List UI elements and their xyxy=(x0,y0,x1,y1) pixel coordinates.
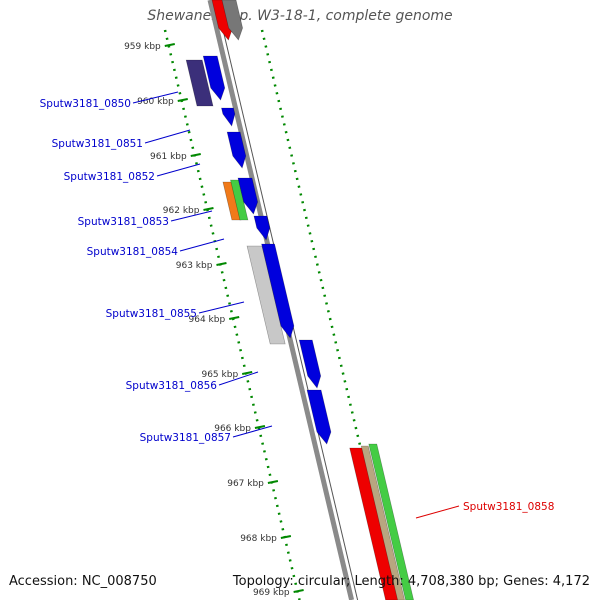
tick-label: 962 kbp xyxy=(163,206,200,216)
gene-label[interactable]: Sputw3181_0856 xyxy=(126,380,218,392)
tick-label: 964 kbp xyxy=(189,315,226,325)
cds-0856-gene[interactable] xyxy=(298,339,322,389)
top-grey-feature[interactable] xyxy=(221,0,243,41)
gene-label-leader-line xyxy=(132,91,179,104)
topology-text: Topology: circular; Length: 4,708,380 bp… xyxy=(232,574,590,589)
tick-mark xyxy=(280,535,292,539)
cds-0854-gene[interactable] xyxy=(253,215,271,241)
gene-label[interactable]: Sputw3181_0857 xyxy=(140,432,231,444)
gene-label[interactable]: Sputw3181_0858 xyxy=(463,501,554,513)
gene-label[interactable]: Sputw3181_0855 xyxy=(106,308,197,320)
gene-label-leader-line xyxy=(170,210,213,222)
tick-mark xyxy=(203,207,214,211)
tick-label: 968 kbp xyxy=(240,534,277,544)
tick-mark xyxy=(164,43,175,47)
tick-mark xyxy=(293,589,304,593)
gene-label-leader-line xyxy=(144,129,191,144)
cds-0855-gene[interactable] xyxy=(261,243,295,339)
tick-mark xyxy=(241,371,253,375)
gene-label[interactable]: Sputw3181_0852 xyxy=(64,171,155,183)
gene-label-leader-line xyxy=(232,425,273,438)
cds-0853-gene[interactable] xyxy=(237,177,258,215)
accession-text: Accession: NC_008750 xyxy=(9,574,157,589)
tick-mark xyxy=(267,480,279,484)
tick-mark xyxy=(229,316,240,320)
cds-grey-gene[interactable] xyxy=(246,245,286,345)
tick-mark xyxy=(190,153,201,157)
cds-0852-gene[interactable] xyxy=(226,131,247,169)
gene-label[interactable]: Sputw3181_0850 xyxy=(40,98,131,110)
cds-0850-gene[interactable] xyxy=(202,55,226,101)
tick-label: 966 kbp xyxy=(214,424,251,434)
gene-label[interactable]: Sputw3181_0854 xyxy=(87,246,179,258)
gene-label[interactable]: Sputw3181_0851 xyxy=(52,138,143,150)
tick-label: 969 kbp xyxy=(253,588,290,598)
cds-0857-gene[interactable] xyxy=(306,389,332,445)
gene-label-leader-line xyxy=(218,371,259,386)
tick-label: 961 kbp xyxy=(150,152,187,162)
tick-label: 960 kbp xyxy=(137,97,174,107)
gene-label-leader-line xyxy=(415,505,460,519)
rna-tan-feature[interactable] xyxy=(360,445,405,600)
gene-label-leader-line xyxy=(156,163,201,177)
gene-label-leader-line xyxy=(179,238,225,252)
rna-green-feature[interactable] xyxy=(368,443,414,600)
rna-red-feature[interactable] xyxy=(349,447,399,600)
cds-green-gene[interactable] xyxy=(230,179,249,221)
tick-label: 959 kbp xyxy=(124,42,161,52)
tick-mark xyxy=(254,425,266,429)
tick-mark xyxy=(216,262,227,266)
gene-label-leader-line xyxy=(198,301,245,314)
ruler-dotted-line xyxy=(163,29,301,600)
tick-mark xyxy=(177,98,188,102)
tick-label: 965 kbp xyxy=(201,370,238,380)
tick-label: 963 kbp xyxy=(176,261,213,271)
cds-0851-gene[interactable] xyxy=(221,107,236,127)
tick-label: 967 kbp xyxy=(227,479,264,489)
cds-purple-gene[interactable] xyxy=(185,59,214,107)
gene-label[interactable]: Sputw3181_0853 xyxy=(78,216,169,228)
